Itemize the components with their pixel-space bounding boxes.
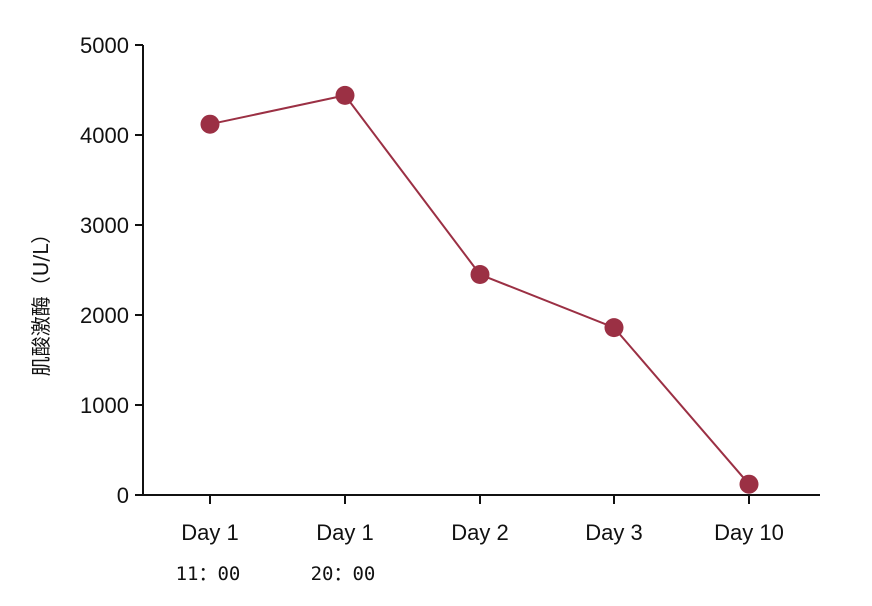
y-tick-label: 5000 <box>80 33 129 58</box>
data-point <box>335 85 355 105</box>
x-tick-label: Day 1 <box>316 520 373 545</box>
series <box>200 85 759 494</box>
axes <box>142 45 820 496</box>
x-tick-label: Day 1 <box>181 520 238 545</box>
data-point <box>739 474 759 494</box>
data-point <box>200 114 220 134</box>
data-point <box>470 265 490 284</box>
y-tick-label: 2000 <box>80 303 129 328</box>
y-tick-label: 1000 <box>80 393 129 418</box>
y-tick-label: 4000 <box>80 123 129 148</box>
y-axis-ticks: 0 1000 2000 3000 4000 5000 <box>80 33 143 508</box>
x-tick-label: Day 3 <box>585 520 642 545</box>
x-tick-label: Day 2 <box>451 520 508 545</box>
x-tick-sublabel: 20：00 <box>311 563 376 585</box>
y-tick-label: 3000 <box>80 213 129 238</box>
x-tick-label: Day 10 <box>714 520 784 545</box>
x-tick-sublabel: 11：00 <box>176 563 241 585</box>
x-axis-ticks: Day 1 11：00 Day 1 20：00 Day 2 Day 3 Day 10 <box>176 495 784 585</box>
y-axis-label: 肌酸激酶（U/L） <box>29 224 53 377</box>
data-point <box>604 318 624 338</box>
series-line <box>209 94 750 485</box>
y-tick-label: 0 <box>117 483 129 508</box>
